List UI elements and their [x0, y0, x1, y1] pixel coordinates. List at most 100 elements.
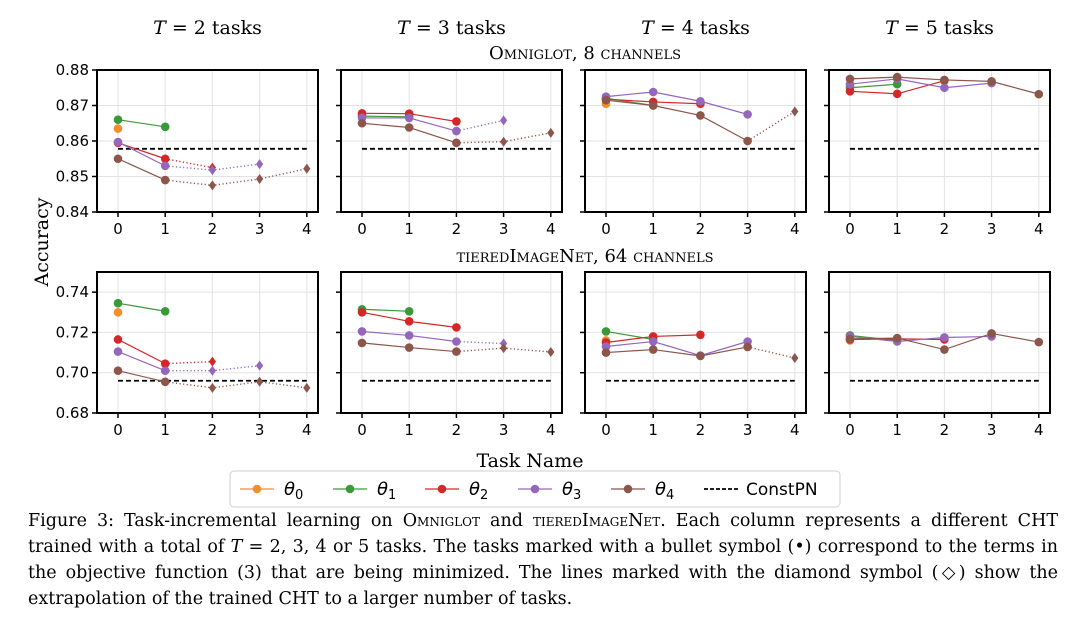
figure-3: T = 2 tasks T = 3 tasks T = 4 tasks T = 5 t… — [31, 17, 1051, 508]
point-θ4-3 — [256, 173, 264, 184]
x-tick-label: 1 — [404, 421, 414, 439]
x-tick-label: 1 — [160, 421, 170, 439]
caption-lead: Figure 3: — [28, 511, 115, 531]
x-tick-label: 2 — [940, 421, 950, 439]
point-θ4-3 — [743, 136, 752, 146]
point-θ4-2 — [208, 180, 216, 191]
point-θ1-1 — [404, 306, 414, 316]
x-tick-label: 0 — [601, 421, 611, 439]
row-title-1: tieredImageNet, 64 channels — [456, 246, 713, 267]
y-tick-label: 0.85 — [56, 168, 89, 186]
legend-label-θ1: θ1 — [377, 479, 396, 503]
point-θ3-3 — [743, 110, 752, 119]
series-θ4-solid — [117, 158, 166, 181]
series-θ1-solid — [361, 308, 410, 312]
column-title-4: T = 4 tasks — [641, 17, 750, 39]
point-θ3-1 — [404, 331, 414, 340]
x-tick-label: 0 — [357, 220, 367, 238]
series-θ3-solid — [605, 340, 748, 357]
point-θ2-1 — [160, 359, 170, 368]
point-θ2-2 — [696, 330, 705, 340]
x-tick-label: 0 — [113, 421, 123, 439]
point-θ1-1 — [160, 306, 170, 316]
panel-r1-T4: 0 1 2 3 4 — [580, 271, 807, 439]
caption-dataset-tiered: tieredImageNet — [532, 511, 661, 531]
point-θ3-0 — [601, 342, 611, 351]
point-θ3-2 — [452, 337, 461, 346]
point-θ4-3 — [743, 342, 752, 352]
series-θ4-solid — [117, 370, 166, 383]
point-θ3-2 — [208, 165, 216, 176]
legend-marker-θ2 — [437, 484, 447, 494]
series-θ4-solid — [605, 346, 748, 357]
y-tick-label: 0.68 — [56, 404, 89, 422]
x-tick-label: 4 — [302, 220, 312, 238]
x-tick-label: 2 — [940, 220, 950, 238]
caption-part-3: . Each column represents a different CHT… — [28, 511, 1058, 557]
x-tick-label: 3 — [987, 421, 997, 439]
x-tick-label: 3 — [987, 220, 997, 238]
panel-r1-T5: 0 1 2 3 4 — [824, 271, 1051, 439]
point-θ3-1 — [648, 87, 658, 97]
point-θ3-0 — [113, 347, 123, 356]
point-θ4-0 — [113, 366, 123, 376]
y-tick-label: 0.70 — [56, 364, 89, 382]
point-θ4-1 — [404, 343, 414, 352]
point-θ3-1 — [160, 161, 170, 171]
caption-part-4: = 2, 3, 4 or 5 tasks. The tasks marked w… — [28, 537, 1058, 609]
point-θ3-1 — [160, 366, 170, 376]
point-θ1-1 — [160, 122, 170, 132]
series-θ1-solid — [849, 83, 898, 89]
x-tick-label: 3 — [255, 421, 265, 439]
panel-r0-T4: 0 1 2 3 4 — [580, 69, 807, 238]
x-tick-label: 2 — [696, 220, 706, 238]
caption-dataset-omniglot: Omniglot — [402, 511, 480, 531]
point-θ4-1 — [404, 123, 414, 132]
point-θ4-1 — [160, 377, 170, 387]
point-θ4-2 — [940, 75, 949, 85]
x-tick-label: 0 — [357, 421, 367, 439]
series-θ4-dotted — [165, 168, 307, 187]
point-θ0-0 — [113, 307, 123, 317]
legend-label-θ2: θ2 — [469, 479, 488, 503]
legend-marker-θ3 — [530, 484, 540, 494]
point-θ1-0 — [601, 327, 611, 336]
point-θ4-0 — [845, 334, 855, 344]
series-θ1-solid — [605, 330, 654, 341]
point-θ3-0 — [357, 327, 367, 336]
legend-marker-θ1 — [345, 484, 355, 494]
point-θ4-4 — [547, 346, 555, 357]
point-θ4-4 — [303, 163, 311, 174]
point-θ4-1 — [648, 345, 658, 354]
point-θ4-4 — [303, 382, 311, 393]
x-tick-label: 1 — [892, 220, 902, 238]
legend-marker-θ4 — [623, 484, 633, 494]
point-θ2-2 — [208, 356, 216, 367]
point-θ4-3 — [987, 329, 996, 338]
x-tick-label: 2 — [696, 421, 706, 439]
point-θ4-1 — [160, 175, 170, 185]
point-θ2-1 — [160, 154, 170, 164]
x-tick-label: 4 — [790, 220, 800, 238]
point-θ4-0 — [601, 95, 611, 105]
x-tick-label: 3 — [743, 220, 753, 238]
x-tick-label: 1 — [648, 220, 658, 238]
point-θ2-0 — [845, 87, 855, 96]
point-θ2-2 — [452, 323, 461, 332]
point-θ4-3 — [500, 136, 508, 147]
series-θ3-solid — [849, 78, 992, 89]
point-θ4-4 — [791, 106, 799, 117]
point-θ4-4 — [1034, 337, 1044, 347]
point-θ3-3 — [500, 115, 508, 126]
point-θ4-2 — [696, 351, 705, 361]
series-θ1-solid — [361, 115, 410, 118]
x-tick-label: 2 — [452, 220, 462, 238]
panel-frame — [584, 271, 807, 414]
point-θ2-0 — [357, 307, 367, 317]
column-title-5: T = 5 tasks — [885, 17, 994, 39]
series-θ2-solid — [117, 338, 166, 365]
point-θ3-2 — [208, 365, 216, 376]
point-θ3-3 — [256, 159, 264, 170]
x-tick-label: 4 — [302, 421, 312, 439]
point-θ4-0 — [113, 154, 123, 164]
